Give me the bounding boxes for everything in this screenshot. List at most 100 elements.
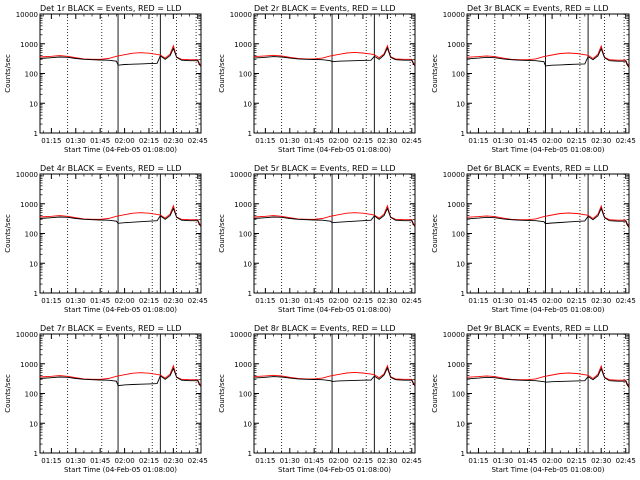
x-tick-label: 02:45 (188, 457, 208, 465)
y-axis-label: Counts/sec (4, 374, 12, 413)
x-tick-label: 02:30 (163, 137, 183, 145)
x-tick-label: 02:15 (139, 457, 159, 465)
plot-frame (466, 333, 630, 454)
plot-frame (466, 173, 630, 294)
events-series-line (466, 207, 630, 228)
x-axis-label: Start Time (04-Feb-05 01:08:00) (64, 466, 177, 474)
events-series-line (39, 47, 202, 67)
x-tick-label: 02:45 (402, 137, 422, 145)
x-tick-label: 01:15 (41, 137, 61, 145)
x-tick-label: 02:00 (328, 137, 348, 145)
y-tick-label: 10000 (230, 331, 252, 339)
y-tick-label: 1000 (447, 201, 465, 209)
plot-frame (466, 13, 630, 134)
events-series-line (466, 367, 630, 388)
x-axis-label: Start Time (04-Feb-05 01:08:00) (491, 146, 604, 154)
x-tick-label: 02:30 (591, 457, 611, 465)
x-axis-label: Start Time (04-Feb-05 01:08:00) (278, 306, 391, 314)
y-tick-label: 1000 (234, 201, 252, 209)
x-tick-label: 02:30 (591, 137, 611, 145)
x-tick-label: 01:15 (468, 457, 488, 465)
y-axis-label: Counts/sec (4, 214, 12, 253)
x-tick-label: 01:15 (255, 137, 275, 145)
y-tick-label: 1000 (447, 361, 465, 369)
y-tick-label: 10 (29, 420, 38, 428)
x-tick-label: 01:15 (255, 297, 275, 305)
x-tick-label: 01:45 (517, 137, 537, 145)
y-tick-label: 1 (461, 130, 465, 138)
lld-series-line (466, 364, 630, 387)
plot-frame (253, 173, 416, 294)
y-tick-label: 10000 (16, 11, 38, 19)
x-tick-label: 02:00 (114, 297, 134, 305)
y-tick-label: 1000 (234, 41, 252, 49)
detector-panel-8: Det 8r BLACK = Events, RED = LLD 1 10 100 10… (218, 324, 422, 474)
events-series-line (466, 47, 630, 68)
y-tick-label: 10 (243, 420, 252, 428)
y-axis-label: Counts/sec (218, 374, 226, 413)
x-tick-label: 02:15 (353, 137, 373, 145)
lld-series-line (253, 364, 416, 386)
x-tick-label: 02:45 (188, 137, 208, 145)
detector-panel-4: Det 4r BLACK = Events, RED = LLD 1 10 100 10… (4, 164, 208, 314)
lld-series-line (253, 204, 416, 227)
x-tick-label: 01:30 (493, 137, 513, 145)
x-tick-label: 01:45 (90, 297, 110, 305)
y-tick-label: 10000 (16, 331, 38, 339)
events-series-line (253, 207, 416, 227)
x-tick-label: 02:00 (328, 457, 348, 465)
x-tick-label: 01:15 (468, 137, 488, 145)
x-tick-label: 01:45 (517, 457, 537, 465)
detector-panel-7: Det 7r BLACK = Events, RED = LLD 1 10 100 10… (4, 324, 208, 474)
detector-panel-9: Det 9r BLACK = Events, RED = LLD 1 10 100 10… (431, 324, 636, 474)
x-tick-label: 02:00 (328, 297, 348, 305)
y-tick-label: 10 (456, 420, 465, 428)
x-tick-label: 02:15 (139, 137, 159, 145)
lld-series-line (39, 364, 202, 387)
y-tick-label: 1 (34, 450, 38, 458)
x-tick-label: 01:15 (255, 457, 275, 465)
x-axis-label: Start Time (04-Feb-05 01:08:00) (278, 466, 391, 474)
x-axis-label: Start Time (04-Feb-05 01:08:00) (491, 306, 604, 314)
panel-title: Det 1r BLACK = Events, RED = LLD (40, 4, 182, 13)
y-tick-label: 1 (248, 450, 252, 458)
x-tick-label: 01:30 (280, 297, 300, 305)
lld-series-line (253, 44, 416, 66)
y-tick-label: 100 (452, 391, 465, 399)
x-tick-label: 02:45 (402, 297, 422, 305)
x-tick-label: 01:30 (280, 137, 300, 145)
x-tick-label: 02:00 (542, 297, 562, 305)
y-tick-label: 100 (239, 71, 252, 79)
x-axis-label: Start Time (04-Feb-05 01:08:00) (64, 306, 177, 314)
x-tick-label: 02:00 (542, 137, 562, 145)
x-tick-label: 02:30 (163, 457, 183, 465)
x-tick-label: 01:15 (41, 457, 61, 465)
x-tick-label: 02:45 (616, 137, 636, 145)
x-tick-label: 02:45 (616, 457, 636, 465)
y-tick-label: 10000 (16, 171, 38, 179)
events-series-line (253, 46, 416, 67)
y-tick-label: 100 (25, 231, 38, 239)
y-tick-label: 100 (25, 71, 38, 79)
y-tick-label: 10000 (443, 11, 465, 19)
x-tick-label: 01:45 (90, 457, 110, 465)
x-tick-label: 02:45 (402, 457, 422, 465)
events-series-line (39, 367, 202, 387)
y-tick-label: 10 (243, 260, 252, 268)
detector-panel-5: Det 5r BLACK = Events, RED = LLD 1 10 100 10… (218, 164, 422, 314)
x-tick-label: 02:30 (377, 297, 397, 305)
y-tick-label: 10 (456, 100, 465, 108)
x-tick-label: 01:15 (41, 297, 61, 305)
x-tick-label: 02:15 (139, 297, 159, 305)
y-tick-label: 10000 (443, 331, 465, 339)
y-tick-label: 10 (456, 260, 465, 268)
y-axis-label: Counts/sec (431, 374, 439, 413)
y-tick-label: 10000 (443, 171, 465, 179)
plot-frame (253, 13, 416, 134)
x-tick-label: 02:30 (377, 137, 397, 145)
lld-series-line (39, 44, 202, 67)
panel-title: Det 2r BLACK = Events, RED = LLD (254, 4, 396, 13)
x-tick-label: 02:30 (591, 297, 611, 305)
x-tick-label: 01:30 (66, 297, 86, 305)
